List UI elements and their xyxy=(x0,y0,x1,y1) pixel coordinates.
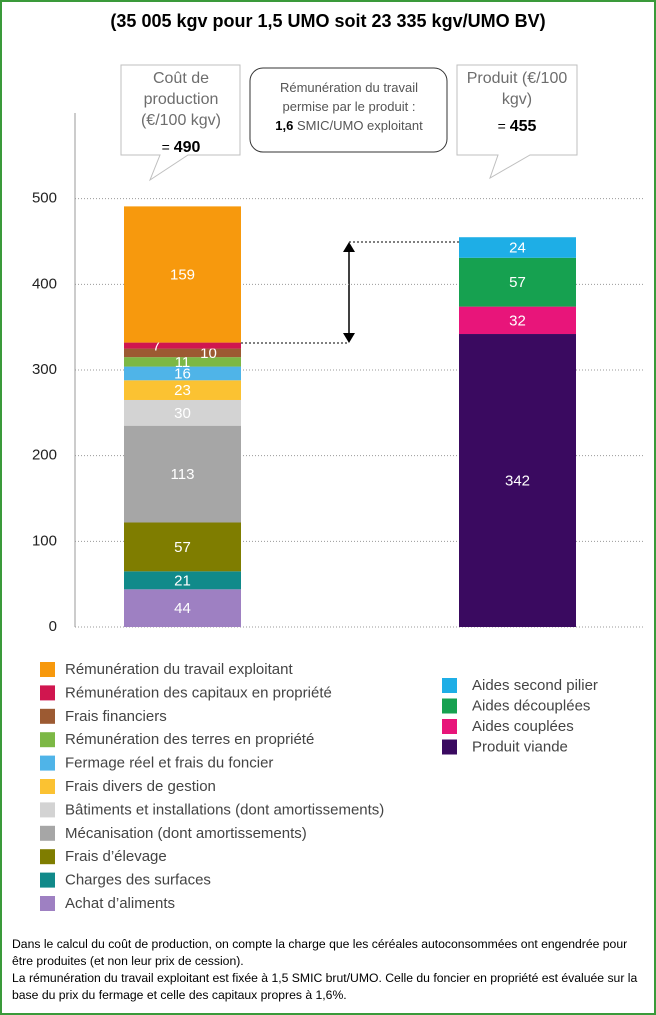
legend-label: Frais financiers xyxy=(65,708,167,725)
legend-swatch xyxy=(442,719,457,734)
legend-label: Fermage réel et frais du foncier xyxy=(65,755,273,772)
data-label: 23 xyxy=(174,382,191,399)
note-line: Rémunération du travail xyxy=(279,80,419,95)
data-label: 30 xyxy=(174,405,191,422)
note-text: Rémunération du travail permise par le p… xyxy=(252,78,446,135)
data-label: 113 xyxy=(171,466,195,483)
legend-swatch xyxy=(40,755,55,771)
legend-swatch xyxy=(442,678,457,693)
total: = 455 xyxy=(459,116,575,137)
bar-segment xyxy=(124,589,241,627)
note-bold: 1,6 xyxy=(275,118,294,133)
total-sign: = xyxy=(497,118,506,134)
y-tick-label: 100 xyxy=(32,532,57,549)
total-sign: = xyxy=(161,139,170,155)
data-label: 21 xyxy=(174,572,191,589)
data-label: 57 xyxy=(509,274,526,291)
legend-swatch xyxy=(40,779,55,794)
bar-segment xyxy=(124,366,241,381)
legend-label: Rémunération du travail exploitant xyxy=(65,661,293,678)
note-rest: SMIC/UMO exploitant xyxy=(297,118,423,133)
legend-swatch xyxy=(442,739,457,755)
bar-segment xyxy=(124,380,241,400)
y-tick-label: 200 xyxy=(32,447,57,464)
bar-segment xyxy=(459,237,576,258)
bar-segment xyxy=(124,571,241,590)
legend-label: Aides découplées xyxy=(472,697,590,714)
total-value: 490 xyxy=(173,139,201,156)
category-label: Coût de production (€/100 kgv) xyxy=(140,70,222,129)
legend-swatch xyxy=(40,685,55,701)
legend-swatch xyxy=(40,732,55,748)
legend-swatch xyxy=(40,872,55,888)
total-value: 455 xyxy=(509,118,537,135)
legend-label: Achat d’aliments xyxy=(65,895,175,912)
legend-label: Aides second pilier xyxy=(472,677,598,694)
legend-label: Mécanisation (dont amortissements) xyxy=(65,825,307,842)
legend-label: Produit viande xyxy=(472,738,568,755)
callout-box xyxy=(120,64,241,182)
legend-swatch xyxy=(442,698,457,714)
data-label: 57 xyxy=(174,539,191,556)
note-line: permise par le produit : xyxy=(282,99,416,114)
legend-label: Aides couplées xyxy=(472,718,574,735)
data-label: 10 xyxy=(200,345,217,362)
footnote-line: Dans le calcul du coût de production, on… xyxy=(12,937,628,968)
legend-label: Frais d’élevage xyxy=(65,848,167,865)
category-label: Produit (€/100 kgv) xyxy=(466,70,568,108)
legend-label: Frais divers de gestion xyxy=(65,778,216,795)
y-tick-label: 300 xyxy=(32,361,57,378)
legend-label: Bâtiments et installations (dont amortis… xyxy=(65,801,384,818)
y-tick-label: 500 xyxy=(32,190,57,207)
data-label: 7 xyxy=(152,338,160,355)
legend-swatch xyxy=(40,662,55,677)
callout: Coût de production (€/100 kgv) = 490 xyxy=(123,68,239,158)
y-tick-label: 0 xyxy=(49,618,57,635)
bar-segment xyxy=(124,342,241,349)
footnote-line: La rémunération du travail exploitant es… xyxy=(12,971,638,1002)
total: = 490 xyxy=(123,137,239,158)
data-label: 11 xyxy=(175,354,191,371)
bar-segment xyxy=(459,306,576,335)
bar-segment xyxy=(124,399,241,426)
data-label: 32 xyxy=(509,312,526,329)
chart: (35 005 kgv pour 1,5 UMO soit 23 335 kgv… xyxy=(32,11,645,912)
data-label: 159 xyxy=(170,266,195,283)
data-label: 44 xyxy=(174,600,191,617)
legend-swatch xyxy=(40,896,55,911)
legend-label: Rémunération des terres en propriété xyxy=(65,731,314,748)
note-box xyxy=(249,67,448,153)
legend-swatch xyxy=(40,802,55,818)
bar-segment xyxy=(459,257,576,307)
data-label: 342 xyxy=(505,472,530,489)
legend-swatch xyxy=(40,708,55,724)
bar-segment xyxy=(459,334,576,627)
legend-swatch xyxy=(40,825,55,841)
legend-label: Charges des surfaces xyxy=(65,872,211,889)
legend-swatch xyxy=(40,849,55,865)
callout: Produit (€/100 kgv) = 455 xyxy=(459,68,575,137)
note-line: 1,6 SMIC/UMO exploitant xyxy=(252,116,446,135)
legend-label: Rémunération des capitaux en propriété xyxy=(65,684,332,701)
bar-segment xyxy=(124,348,241,358)
data-label: 16 xyxy=(174,365,191,382)
bar-segment xyxy=(124,206,241,343)
bar-segment xyxy=(124,522,241,572)
data-label: 24 xyxy=(509,239,526,256)
callout-box xyxy=(456,64,578,180)
y-tick-label: 400 xyxy=(32,275,57,292)
chart-title: (35 005 kgv pour 1,5 UMO soit 23 335 kgv… xyxy=(110,11,545,31)
bar-segment xyxy=(124,357,241,367)
bar-segment xyxy=(124,425,241,523)
footnote: Dans le calcul du coût de production, on… xyxy=(12,936,642,1004)
